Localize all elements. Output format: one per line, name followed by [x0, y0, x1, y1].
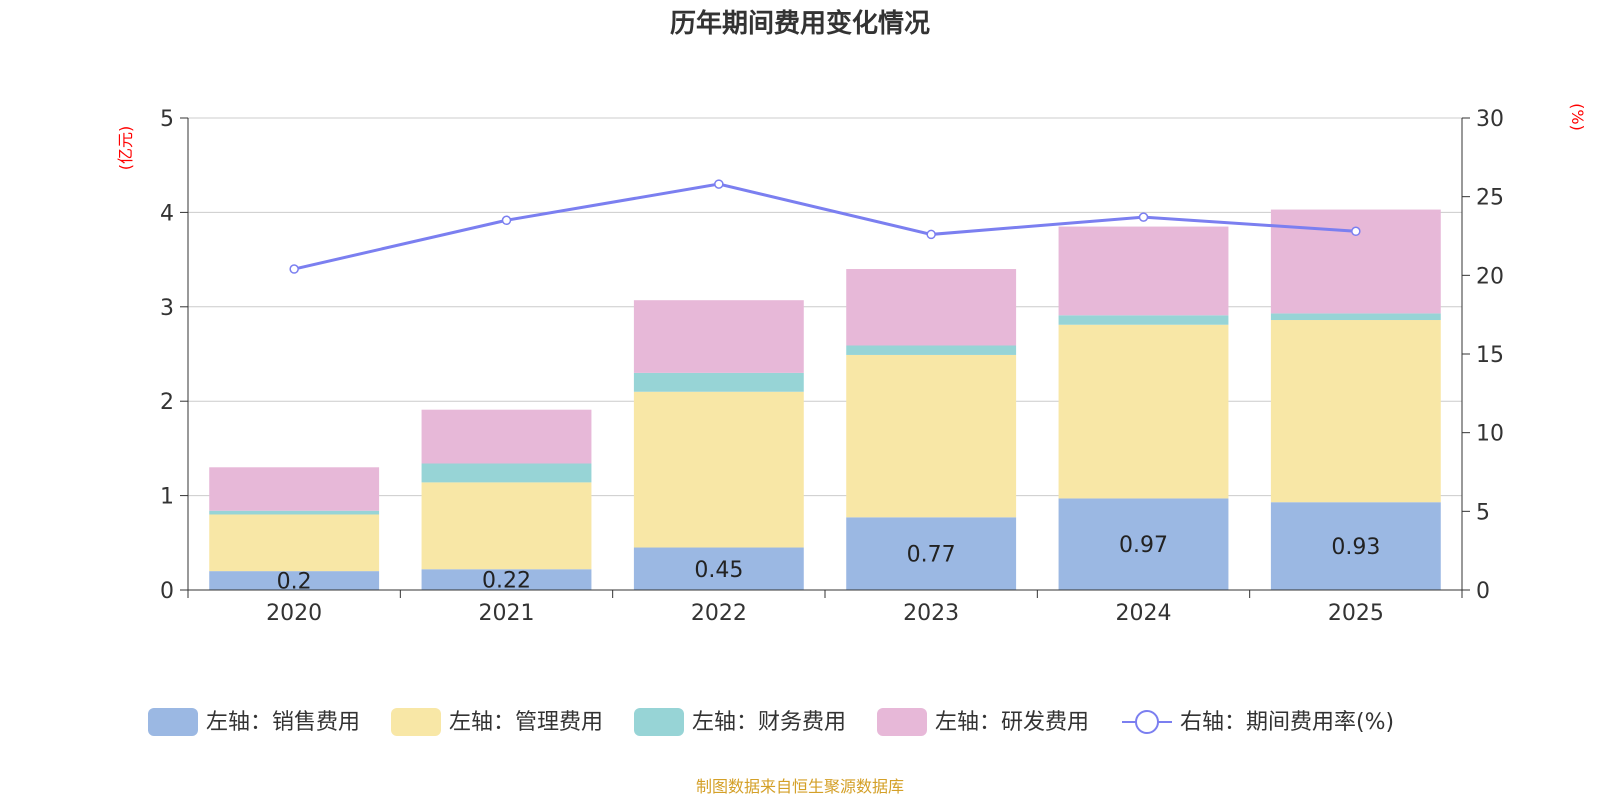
right-tick-label: 30 — [1476, 107, 1504, 132]
rate-point — [1138, 212, 1149, 222]
x-tick-label: 2024 — [1116, 601, 1172, 626]
bar-rnd — [1058, 226, 1229, 316]
legend-swatch-rnd — [877, 708, 927, 736]
bar-rnd — [846, 269, 1017, 346]
bar-sales — [421, 569, 592, 590]
legend-swatch-sales — [148, 708, 198, 736]
left-tick-label: 1 — [160, 485, 174, 510]
rate-point — [289, 264, 299, 274]
bar-fin — [209, 510, 380, 515]
left-tick-label: 5 — [160, 107, 174, 132]
left-axis-unit: (亿元) — [116, 126, 135, 171]
gridlines — [188, 117, 1462, 497]
x-tick-label: 2023 — [903, 601, 959, 626]
right-tick-label: 0 — [1476, 579, 1490, 604]
right-tick-label: 10 — [1476, 422, 1504, 447]
left-tick-label: 3 — [160, 296, 174, 321]
bar-data-label: 0.2 — [277, 570, 312, 595]
rate-line — [289, 179, 1361, 274]
legend-label: 左轴：财务费用 — [692, 710, 846, 735]
x-tick-label: 2021 — [479, 601, 535, 626]
bar-rnd — [1270, 209, 1441, 314]
right-tick-label: 15 — [1476, 343, 1504, 368]
bar-sales — [633, 547, 804, 590]
legend: 左轴：销售费用 左轴：管理费用 左轴：财务费用 左轴：研发费用 右轴：期间费用率(%) — [148, 708, 1394, 736]
bar-data-label: 0.97 — [1119, 533, 1168, 558]
bar-rnd — [421, 409, 592, 464]
chart-title: 历年期间费用变化情况 — [670, 8, 930, 39]
left-tick-label: 4 — [160, 201, 174, 226]
legend-label: 左轴：管理费用 — [449, 710, 603, 735]
bar-fin — [1058, 315, 1229, 325]
legend-swatch-mgmt — [391, 708, 441, 736]
right-axis-unit: (%) — [1568, 103, 1587, 131]
x-tick-label: 2025 — [1328, 601, 1384, 626]
legend-label: 左轴：销售费用 — [206, 710, 360, 735]
bar-mgmt — [633, 391, 804, 548]
left-tick-label: 0 — [160, 579, 174, 604]
bar-sales — [1270, 502, 1441, 590]
bar-rnd — [209, 467, 380, 511]
bar-mgmt — [1058, 324, 1229, 499]
legend-line-marker — [1135, 710, 1159, 734]
data-source: 制图数据来自恒生聚源数据库 — [696, 777, 904, 796]
bar-fin — [846, 345, 1017, 355]
bar-data-label: 0.22 — [482, 569, 531, 594]
right-tick-label: 25 — [1476, 186, 1504, 211]
rate-point — [714, 179, 724, 189]
x-tick-label: 2020 — [266, 601, 322, 626]
legend-label: 右轴：期间费用率(%) — [1180, 710, 1394, 735]
rate-point — [1351, 226, 1361, 237]
bar-mgmt — [1270, 320, 1441, 503]
legend-label: 左轴：研发费用 — [935, 710, 1089, 735]
x-tick-label: 2022 — [691, 601, 747, 626]
bars: 0.2 0.22 0.45 0.77 0.97 0.93 — [209, 209, 1441, 595]
bar-sales — [209, 571, 380, 590]
bar-sales — [1058, 498, 1229, 590]
bar-mgmt — [209, 514, 380, 572]
bar-fin — [1270, 313, 1441, 321]
bar-fin — [421, 463, 592, 483]
left-tick-label: 2 — [160, 390, 174, 415]
bar-sales — [846, 517, 1017, 590]
bar-data-label: 0.45 — [694, 558, 743, 583]
right-tick-label: 5 — [1476, 500, 1490, 525]
right-tick-label: 20 — [1476, 264, 1504, 289]
rate-line-path — [293, 182, 1356, 271]
bar-mgmt — [846, 354, 1017, 518]
bar-rnd — [633, 300, 804, 373]
rate-point — [501, 215, 512, 226]
rate-point — [926, 229, 936, 240]
bar-fin — [633, 372, 804, 392]
bar-data-label: 0.93 — [1331, 535, 1380, 560]
bar-data-label: 0.77 — [907, 543, 956, 568]
legend-swatch-fin — [634, 708, 684, 736]
bar-mgmt — [421, 482, 592, 570]
